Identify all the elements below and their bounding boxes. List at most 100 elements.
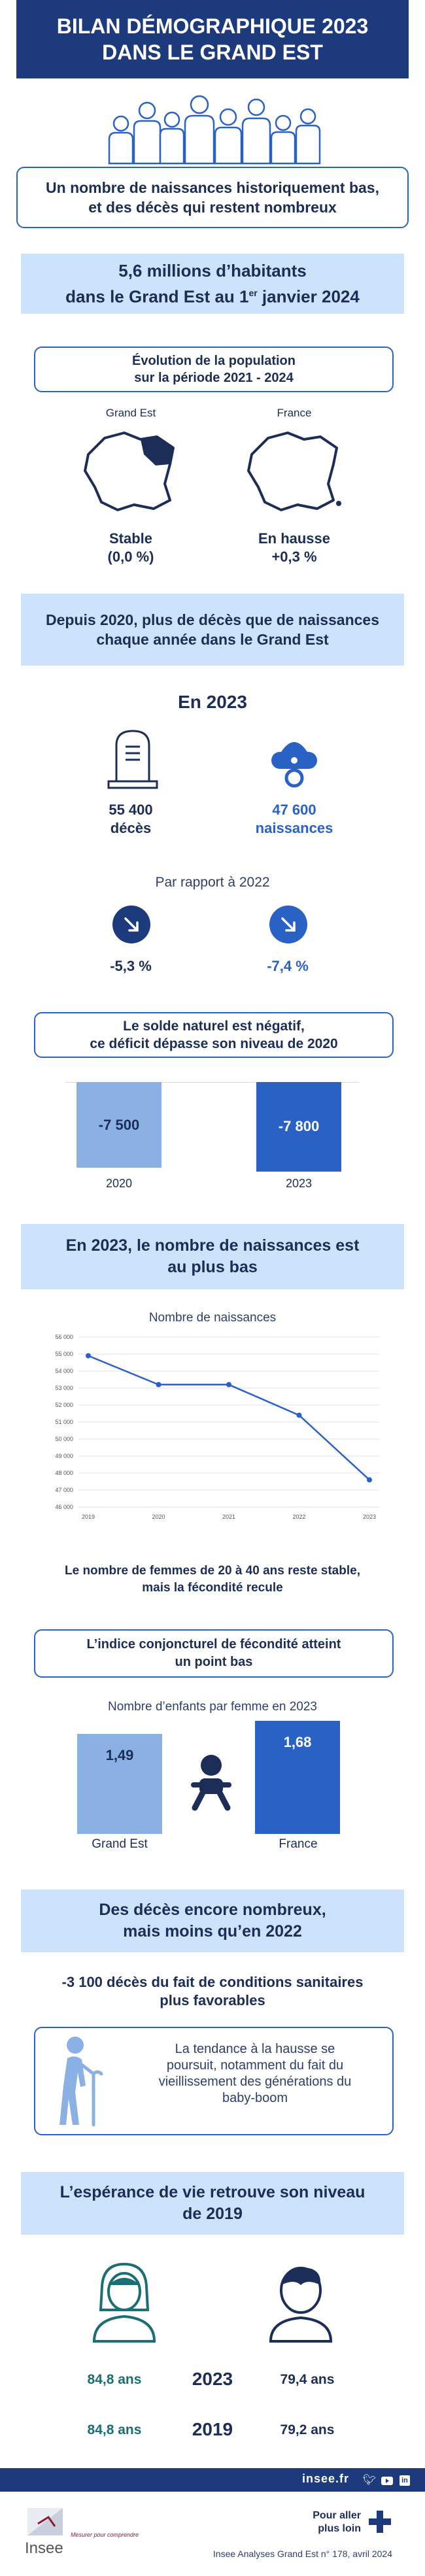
intro-line1: Un nombre de naissances historiquement b… bbox=[46, 179, 379, 196]
insee-site-link[interactable]: insee.fr bbox=[302, 2472, 350, 2485]
region-label-france: France bbox=[277, 407, 312, 419]
youtube-icon[interactable] bbox=[381, 2477, 393, 2485]
grand-est-status: Stable bbox=[109, 530, 153, 547]
france-map-grand-est-icon bbox=[84, 432, 175, 511]
x-tick-label: 2019 bbox=[82, 1514, 95, 1520]
france-evolution: En hausse +0,3 % bbox=[235, 530, 353, 566]
x-tick-label: 2022 bbox=[292, 1514, 305, 1520]
evolution-title-box: Évolution de la population sur la périod… bbox=[34, 347, 394, 392]
x-tick-label: 2021 bbox=[222, 1514, 235, 1520]
insee-tagline: Mesurer pour comprendre bbox=[71, 2532, 139, 2538]
y-tick-label: 48 000 bbox=[55, 1470, 73, 1476]
france-map-france-icon bbox=[247, 432, 341, 511]
esperance-line1: L’espérance de vie retrouve son niveau bbox=[60, 2183, 366, 2201]
births-count: 47 600 naissances bbox=[242, 801, 347, 838]
naissances-section-box: En 2023, le nombre de naissances est au … bbox=[21, 1224, 404, 1289]
deces-naissances-line2: chaque année dans le Grand Est bbox=[96, 631, 329, 648]
insee-logo-icon bbox=[27, 2508, 63, 2535]
icf-bar-france: 1,68 bbox=[255, 1721, 340, 1834]
grand-est-value: (0,0 %) bbox=[107, 549, 154, 565]
icf-bar-grand-est-value: 1,49 bbox=[105, 1746, 134, 1763]
population-box: 5,6 millions d’habitants dans le Grand E… bbox=[21, 254, 404, 314]
region-label-grand-est: Grand Est bbox=[105, 407, 156, 419]
deces-sub-text: -3 100 décès du fait de conditions sanit… bbox=[0, 1973, 425, 2010]
intro-box: Un nombre de naissances historiquement b… bbox=[16, 167, 409, 228]
insee-logo-text: Insee bbox=[25, 2539, 63, 2557]
y-tick-label: 47 000 bbox=[55, 1487, 73, 1493]
icf-bar-chart: 1,49 1,68 bbox=[77, 1720, 345, 1834]
deaths-down-arrow-icon bbox=[112, 906, 150, 943]
esperance-year-2023: 2023 bbox=[192, 2369, 233, 2389]
icf-label-grand-est: Grand Est bbox=[92, 1837, 148, 1851]
intro-line2: et des décès qui restent nombreux bbox=[88, 199, 337, 216]
population-line1: 5,6 millions d’habitants bbox=[118, 261, 307, 281]
esperance-year-2019: 2019 bbox=[192, 2419, 233, 2439]
esperance-line2: de 2019 bbox=[182, 2205, 243, 2223]
year-2023-title: En 2023 bbox=[178, 692, 247, 712]
linkedin-icon[interactable]: in bbox=[400, 2475, 410, 2486]
icf-label-france: France bbox=[279, 1837, 318, 1851]
tombstone-icon bbox=[107, 730, 158, 789]
population-line2: dans le Grand Est au 1er janvier 2024 bbox=[21, 282, 404, 308]
solde-bar-2020: -7 500 bbox=[76, 1082, 162, 1168]
solde-year-2020: 2020 bbox=[105, 1177, 133, 1190]
pacifier-icon bbox=[271, 742, 317, 788]
deces-section-line1: Des décès encore nombreux, bbox=[99, 1901, 326, 1919]
men-2019: 79,2 ans bbox=[280, 2422, 335, 2437]
deaths-label: décès bbox=[110, 820, 152, 836]
births-data-point bbox=[367, 1477, 372, 1483]
deces-naissances-line1: Depuis 2020, plus de décès que de naissa… bbox=[45, 611, 380, 628]
header-title-line1: BILAN DÉMOGRAPHIQUE 2023 bbox=[56, 14, 369, 38]
twitter-icon[interactable]: 🐦︎ bbox=[363, 2475, 377, 2486]
femmes-line2: mais la fécondité recule bbox=[142, 1581, 283, 1595]
footer-bar bbox=[0, 2468, 425, 2492]
publication-reference: Insee Analyses Grand Est n° 178, avril 2… bbox=[212, 2549, 392, 2559]
deaths-value: 55 400 bbox=[109, 802, 153, 818]
solde-bar-2023-label: -7 800 bbox=[278, 1118, 320, 1135]
trend-text: La tendance à la hausse se poursuit, not… bbox=[124, 2041, 386, 2107]
icf-chart-title: Nombre d’enfants par femme en 2023 bbox=[107, 1700, 317, 1714]
population-line2-end: janvier 2024 bbox=[257, 286, 360, 307]
icf-title-box: L’indice conjoncturel de fécondité attei… bbox=[34, 1629, 394, 1678]
more-info-link[interactable]: Pour aller plus loin bbox=[302, 2509, 361, 2535]
grand-est-evolution: Stable (0,0 %) bbox=[72, 530, 190, 566]
evolution-title-line1: Évolution de la population bbox=[132, 354, 296, 368]
solde-year-2023: 2023 bbox=[285, 1177, 313, 1190]
y-tick-label: 46 000 bbox=[55, 1504, 73, 1510]
y-tick-label: 54 000 bbox=[55, 1368, 73, 1374]
births-data-point bbox=[226, 1381, 231, 1387]
deaths-count: 55 400 décès bbox=[78, 801, 183, 838]
deces-section-box: Des décès encore nombreux, mais moins qu… bbox=[21, 1890, 404, 1952]
women-2023: 84,8 ans bbox=[87, 2372, 142, 2387]
plus-icon[interactable] bbox=[367, 2509, 392, 2534]
elderly-person-icon bbox=[60, 2037, 103, 2127]
births-series-line bbox=[88, 1355, 370, 1481]
men-2023: 79,4 ans bbox=[280, 2372, 335, 2387]
solde-bar-2020-label: -7 500 bbox=[98, 1116, 140, 1133]
femmes-text: Le nombre de femmes de 20 à 40 ans reste… bbox=[0, 1563, 425, 1597]
trend-line1: La tendance à la hausse se bbox=[175, 2042, 335, 2056]
solde-title-box: Le solde naturel est négatif, ce déficit… bbox=[34, 1012, 394, 1058]
solde-line2: ce déficit dépasse son niveau de 2020 bbox=[90, 1036, 338, 1051]
naissances-section-line2: au plus bas bbox=[167, 1258, 258, 1276]
trend-line2: poursuit, notamment du fait du bbox=[166, 2058, 344, 2073]
births-data-point bbox=[156, 1381, 162, 1387]
solde-chart: -7 500 -7 800 bbox=[65, 1082, 360, 1174]
evolution-title-line2: sur la période 2021 - 2024 bbox=[134, 371, 294, 385]
births-label: naissances bbox=[255, 820, 333, 836]
deaths-change: -5,3 % bbox=[110, 958, 152, 974]
births-down-arrow-icon bbox=[269, 906, 307, 943]
icf-line1: L’indice conjoncturel de fécondité attei… bbox=[86, 1637, 341, 1652]
births-chart-title: Nombre de naissances bbox=[148, 1311, 277, 1325]
births-line-chart: 46 000 47 000 48 000 49 000 50 000 51 000 52 0… bbox=[55, 1334, 379, 1520]
y-tick-label: 53 000 bbox=[55, 1385, 73, 1391]
naissances-section-line1: En 2023, le nombre de naissances est bbox=[65, 1236, 360, 1255]
solde-bar-2023: -7 800 bbox=[256, 1082, 341, 1172]
trend-line3: vieillissement des générations du bbox=[158, 2075, 352, 2089]
women-2019: 84,8 ans bbox=[87, 2422, 142, 2437]
header-title-line2: DANS LE GRAND EST bbox=[102, 41, 323, 64]
femmes-line1: Le nombre de femmes de 20 à 40 ans reste… bbox=[65, 1564, 360, 1578]
deces-sub-line1: -3 100 décès du fait de conditions sanit… bbox=[61, 1974, 364, 1990]
icf-bar-grand-est: 1,49 bbox=[77, 1733, 162, 1834]
france-value: +0,3 % bbox=[271, 549, 317, 565]
